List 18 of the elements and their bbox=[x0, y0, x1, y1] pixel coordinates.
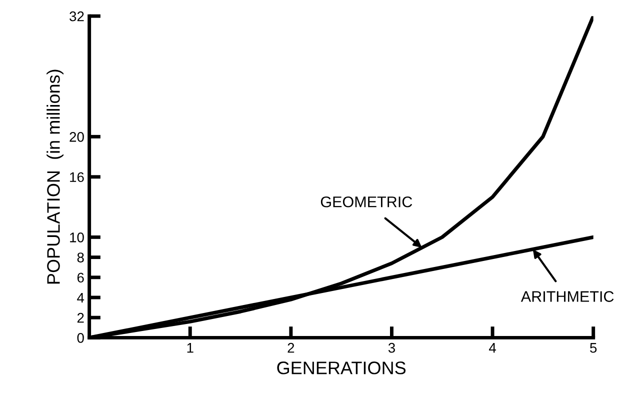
y-axis-title: POPULATION (in millions) bbox=[46, 70, 64, 284]
annotation: ARITHMETIC bbox=[520, 291, 614, 302]
y-tick-label: 16 bbox=[70, 172, 84, 182]
y-tick-label: 0 bbox=[77, 333, 84, 343]
x-tick-label: 3 bbox=[388, 342, 395, 353]
x-tick-label: 1 bbox=[187, 343, 194, 353]
y-tick-label: 6 bbox=[77, 272, 84, 283]
y-tick-label: 32 bbox=[70, 11, 84, 22]
y-tick-label: 4 bbox=[77, 292, 84, 303]
annotation: GEOMETRIC bbox=[320, 196, 412, 208]
y-tick-label: 8 bbox=[77, 252, 84, 262]
y-tick-label: 2 bbox=[77, 312, 84, 323]
x-tick-label: 4 bbox=[488, 343, 496, 353]
y-tick-label: 10 bbox=[70, 232, 84, 242]
x-axis-title: GENERATIONS bbox=[277, 362, 406, 374]
x-tick-label: 2 bbox=[288, 342, 294, 353]
x-tick-label: 5 bbox=[590, 343, 597, 353]
y-tick-label: 20 bbox=[70, 132, 84, 142]
